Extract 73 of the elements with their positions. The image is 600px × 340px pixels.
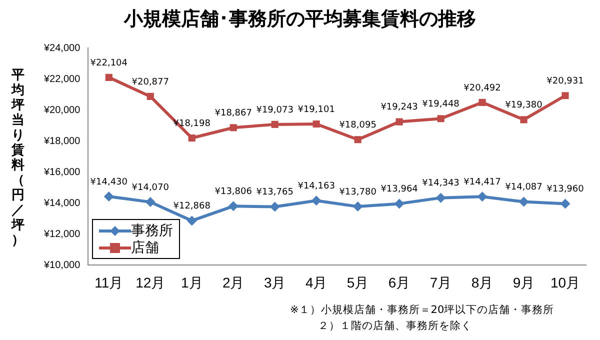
legend-label: 店舗 — [131, 238, 160, 257]
point — [105, 74, 112, 81]
point — [146, 92, 154, 100]
y-tick-label: ¥14,000 — [42, 198, 81, 209]
point — [270, 202, 280, 212]
y-tick-label: ¥10,000 — [42, 260, 81, 271]
point — [354, 136, 362, 144]
data-label: ¥13,806 — [214, 186, 252, 197]
data-label: ¥20,931 — [546, 76, 584, 86]
x-tick-label: 3月 — [264, 274, 286, 290]
point — [186, 216, 197, 226]
x-tick-label: 6月 — [388, 274, 410, 290]
chart-title: 小規模店舗･事務所の平均募集賃料の推移 — [122, 7, 477, 32]
x-tick-label: 9月 — [512, 274, 535, 290]
point — [145, 197, 156, 208]
legend-label: 事務所 — [131, 222, 174, 240]
point — [560, 198, 570, 209]
data-label: ¥18,095 — [339, 120, 376, 130]
data-label: ¥19,448 — [422, 99, 460, 110]
text: 平均坪当り賃料（円／坪） — [12, 68, 24, 248]
data-label: ¥20,492 — [464, 83, 501, 94]
x-tick-label: 5月 — [346, 274, 369, 290]
x-tick-label: 4月 — [305, 274, 328, 290]
x-tick-label: 2月 — [222, 274, 244, 290]
x-tick-label: 7月 — [430, 274, 452, 290]
point — [394, 198, 404, 209]
data-label: ¥14,070 — [132, 182, 170, 193]
y-tick-label: ¥16,000 — [42, 166, 81, 178]
point — [436, 192, 446, 203]
x-tick-label: 1月 — [180, 274, 203, 290]
y-tick-label: ¥22,000 — [42, 74, 81, 85]
point — [228, 201, 238, 212]
data-label: ¥14,343 — [422, 178, 460, 189]
y-tick-label: ¥18,000 — [42, 136, 81, 147]
data-label: ¥14,417 — [464, 178, 501, 188]
data-label: ¥19,101 — [298, 104, 335, 115]
data-label: ¥19,380 — [505, 100, 543, 111]
x-tick-label: 11月 — [94, 274, 124, 290]
point — [437, 115, 444, 122]
point — [478, 98, 486, 106]
data-label: ¥14,087 — [505, 182, 542, 193]
data-label: ¥12,868 — [173, 202, 211, 212]
point — [520, 116, 528, 124]
data-label: ¥13,780 — [339, 187, 377, 198]
x-tick-label: 12月 — [136, 274, 166, 290]
point — [477, 192, 488, 202]
data-label: ¥13,964 — [380, 184, 418, 195]
data-label: ¥22,104 — [90, 58, 128, 68]
y-tick-label: ¥20,000 — [42, 104, 81, 116]
point — [562, 92, 569, 100]
data-label: ¥14,163 — [298, 181, 335, 192]
point — [104, 191, 114, 202]
data-label: ¥18,867 — [214, 108, 252, 118]
data-label: ¥13,960 — [546, 184, 584, 195]
x-tick-label: 10月 — [550, 274, 580, 290]
point — [271, 120, 278, 128]
y-tick-label: ¥12,000 — [42, 228, 81, 240]
point — [518, 196, 529, 207]
data-label: ¥13,765 — [256, 188, 294, 198]
y-tick-label: ¥24,000 — [42, 42, 81, 54]
text: ２）１階の店舗、事務所を除く — [317, 319, 473, 334]
data-label: ¥19,243 — [380, 102, 418, 113]
point — [396, 118, 403, 126]
point — [312, 120, 320, 128]
text: ※１）小規模店舗・事務所＝20坪以下の店舗・事務所 — [290, 303, 554, 318]
x-tick-label: 8月 — [471, 274, 494, 290]
data-label: ¥19,073 — [256, 105, 294, 116]
data-label: ¥14,430 — [90, 177, 128, 188]
data-label: ¥20,877 — [132, 77, 169, 88]
point — [352, 202, 363, 212]
point — [188, 134, 196, 142]
point — [311, 196, 322, 206]
point — [230, 124, 237, 132]
